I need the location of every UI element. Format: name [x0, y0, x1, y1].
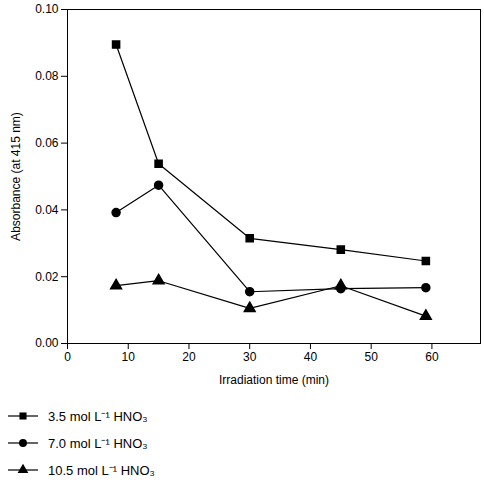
svg-text:0.04: 0.04	[35, 203, 59, 217]
svg-text:0.00: 0.00	[35, 336, 59, 350]
svg-text:60: 60	[425, 350, 439, 364]
svg-text:50: 50	[364, 350, 378, 364]
svg-text:0.02: 0.02	[35, 270, 59, 284]
svg-text:30: 30	[243, 350, 257, 364]
svg-text:0.06: 0.06	[35, 136, 59, 150]
svg-text:10: 10	[122, 350, 136, 364]
svg-text:40: 40	[304, 350, 318, 364]
svg-text:0.08: 0.08	[35, 69, 59, 83]
svg-text:0.10: 0.10	[35, 2, 59, 16]
svg-text:0: 0	[64, 350, 71, 364]
svg-text:Absorbance (at 415 nm): Absorbance (at 415 nm)	[9, 112, 23, 241]
svg-text:Irradiation time (min): Irradiation time (min)	[219, 373, 329, 387]
html-text:10.5 mol L⁻¹ HNO₃: 10.5 mol L⁻¹ HNO₃	[48, 462, 155, 478]
svg-text:20: 20	[182, 350, 196, 364]
html-text:7.0 mol L⁻¹ HNO₃: 7.0 mol L⁻¹ HNO₃	[48, 435, 148, 451]
html-text:3.5 mol L⁻¹ HNO₃: 3.5 mol L⁻¹ HNO₃	[48, 408, 148, 424]
